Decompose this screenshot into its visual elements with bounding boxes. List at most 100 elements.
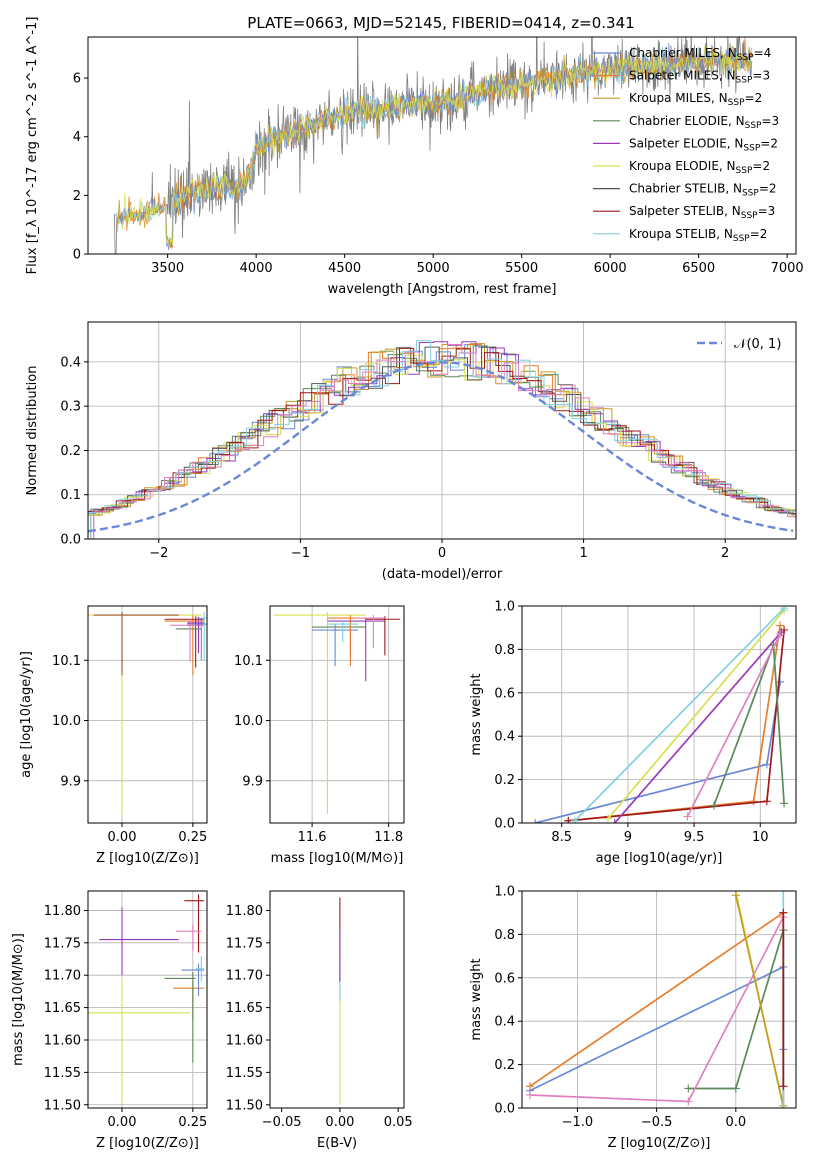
axes-frame — [269, 890, 405, 1109]
weight-marker — [525, 1082, 534, 1091]
panel-weight-Z: −1.0 −0.5 0.0 0.0 0.2 0.4 0.6 0.8 1.0 Z [log10(Z/… — [469, 885, 797, 1151]
legend-entry: Salpeter MILES, NSSP=3 — [629, 69, 770, 86]
plot-area — [88, 606, 207, 823]
y-tick-label: 11.70 — [226, 969, 263, 984]
x-axis-label: (data-model)/error — [382, 567, 503, 582]
error-point — [164, 971, 196, 1063]
histogram-series — [90, 345, 796, 539]
weight-marker — [731, 1084, 740, 1093]
error-point — [327, 615, 374, 667]
y-tick-label: 9.9 — [60, 774, 81, 789]
histogram-series — [88, 344, 796, 518]
legend-entry: Kroupa ELODIE, NSSP=2 — [629, 159, 770, 176]
weight-marker — [762, 760, 771, 769]
y-tick-label: 4 — [73, 130, 81, 145]
x-axis-label: Z [log10(Z/Z⊙)] — [608, 1136, 711, 1151]
plot-area — [270, 606, 404, 823]
legend-entry: Salpeter STELIB, NSSP=3 — [629, 204, 775, 221]
legend-entry: Chabrier ELODIE, NSSP=3 — [629, 114, 779, 131]
x-tick-label: 11.8 — [374, 830, 403, 845]
x-tick-label: 11.6 — [298, 830, 327, 845]
x-tick-label: 0.25 — [178, 1115, 207, 1130]
error-point — [312, 621, 366, 658]
error-point — [173, 981, 205, 1021]
weight-marker — [780, 799, 789, 808]
weight-marker — [776, 677, 785, 686]
error-point — [273, 612, 366, 814]
y-tick-label: 0.4 — [494, 730, 515, 745]
y-tick-label: 2 — [73, 189, 81, 204]
weight-series — [570, 606, 789, 823]
y-tick-label: 0.1 — [60, 488, 81, 503]
x-tick-label: 4500 — [328, 261, 361, 276]
histogram-series — [93, 344, 796, 539]
x-tick-label: 8.5 — [551, 830, 572, 845]
y-tick-label: 11.70 — [44, 969, 81, 984]
y-axis-label: Normed distribution — [25, 366, 40, 496]
weight-marker — [683, 812, 692, 821]
error-point — [175, 924, 202, 951]
y-tick-label: 0.8 — [494, 643, 515, 658]
y-tick-label: 10.0 — [52, 714, 81, 729]
model-spectrum — [119, 42, 753, 250]
weight-series — [779, 908, 788, 1091]
weight-marker — [604, 814, 613, 823]
x-axis-label: mass [log10(M/M⊙)] — [271, 851, 404, 866]
y-axis-label: mass weight — [469, 673, 484, 755]
weight-series — [709, 641, 789, 810]
panel-age-mass: 11.6 11.8 9.9 10.0 10.1 mass [log10(M/M⊙)] — [234, 605, 405, 866]
y-tick-label: 11.55 — [44, 1066, 81, 1081]
x-tick-label: −1 — [291, 546, 310, 561]
error-point — [170, 619, 205, 662]
panel-weight-age: 8.5 9 9.5 10 0.0 0.2 0.4 0.6 0.8 1.0 age [log10(ag… — [469, 600, 797, 866]
x-tick-label: 4000 — [240, 261, 273, 276]
weight-line — [607, 609, 785, 820]
y-tick-label: 0.6 — [494, 971, 515, 986]
plot-area — [88, 322, 796, 539]
histogram-series — [88, 344, 796, 515]
weight-marker — [779, 891, 788, 895]
error-point — [93, 612, 179, 676]
x-tick-label: 0 — [438, 546, 446, 561]
weight-line — [568, 625, 781, 822]
legend-entry: 𝒩(0, 1) — [734, 337, 781, 352]
panel-age-Z: 0.00 0.25 9.9 10.0 10.1 Z [log10(Z/Z⊙)] age [l… — [19, 605, 208, 866]
weight-marker — [779, 908, 788, 917]
y-tick-label: 6 — [73, 72, 81, 87]
x-tick-label: 5500 — [505, 261, 538, 276]
y-axis-label: mass [log10(M/M⊙)] — [11, 933, 26, 1066]
y-tick-label: 11.60 — [226, 1033, 263, 1048]
y-tick-label: 1.0 — [494, 600, 515, 615]
y-tick-label: 9.9 — [242, 774, 263, 789]
y-tick-label: 1.0 — [494, 885, 515, 900]
error-point — [99, 907, 179, 976]
weight-series — [525, 913, 788, 1106]
weight-series — [564, 621, 785, 823]
weight-line — [734, 895, 785, 1106]
y-axis-label: mass weight — [469, 958, 484, 1040]
panel-mass-Z: 0.00 0.25 11.50 11.55 11.60 11.65 11.70 11.75 11… — [11, 890, 208, 1151]
plot-area — [522, 606, 796, 823]
legend-entry: Kroupa STELIB, NSSP=2 — [629, 227, 767, 244]
panel-residuals: −2 −1 0 1 2 0.0 0.1 0.2 0.3 0.4 (data-model)/error… — [25, 321, 797, 582]
weight-marker — [684, 1084, 693, 1093]
y-tick-label: 0.0 — [494, 817, 515, 832]
y-tick-label: 11.75 — [44, 936, 81, 951]
error-point — [365, 616, 401, 656]
axes-frame — [269, 605, 405, 824]
error-point — [327, 618, 385, 682]
x-tick-label: 2 — [721, 546, 729, 561]
weight-marker — [749, 797, 758, 806]
axes-frame — [87, 890, 208, 1109]
y-axis-label: Flux [f_λ 10^-17 erg cm^-2 s^-1 A^-1] — [25, 17, 40, 275]
x-axis-label: E(B-V) — [317, 1136, 357, 1151]
x-tick-label: −1.0 — [562, 1115, 594, 1130]
y-tick-label: 0.4 — [494, 1015, 515, 1030]
x-tick-label: 7000 — [771, 261, 804, 276]
error-point — [327, 621, 359, 643]
x-tick-label: 3500 — [151, 261, 184, 276]
y-tick-label: 0.2 — [60, 444, 81, 459]
axes-frame — [87, 36, 797, 255]
weight-marker — [709, 801, 718, 810]
